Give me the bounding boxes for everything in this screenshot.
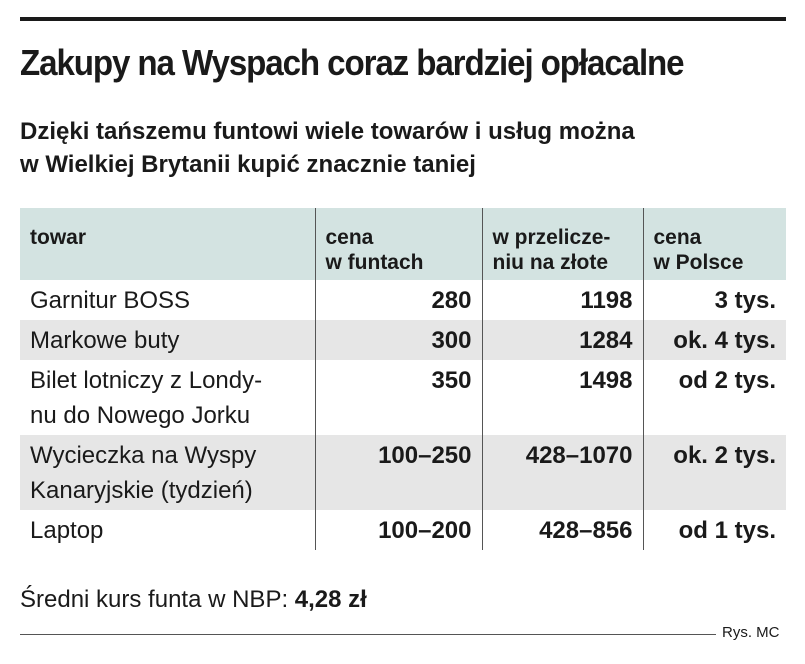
price-pln: 428–1070 <box>481 435 643 510</box>
price-poland: od 2 tys. <box>642 360 786 435</box>
item-line: Markowe buty <box>30 327 180 354</box>
price-gbp: 280 <box>314 280 482 320</box>
price-gbp: 100–250 <box>314 435 482 510</box>
item-line: nu do Nowego Jorku <box>30 402 251 429</box>
top-rule <box>20 17 786 21</box>
header-line: towar <box>30 226 87 249</box>
item-line: Garnitur BOSS <box>30 287 191 314</box>
price-pln: 428–856 <box>481 510 643 550</box>
subtitle-line: w Wielkiej Brytanii kupić znacznie tanie… <box>20 151 476 178</box>
item-line: Wycieczka na Wyspy <box>30 442 257 469</box>
item-name: Wycieczka na Wyspy Kanaryjskie (tydzień) <box>20 435 315 510</box>
bottom-rule <box>20 634 716 635</box>
item-name: Garnitur BOSS <box>20 280 315 320</box>
header-gbp: cena w funtach <box>314 208 482 280</box>
table-row: Bilet lotniczy z Londy- nu do Nowego Jor… <box>20 360 786 435</box>
table-row: Wycieczka na Wyspy Kanaryjskie (tydzień)… <box>20 435 786 510</box>
price-poland: 3 tys. <box>642 280 786 320</box>
price-pln: 1498 <box>481 360 643 435</box>
table-row: Laptop 100–200 428–856 od 1 tys. <box>20 510 786 550</box>
header-poland: cena w Polsce <box>642 208 786 280</box>
note-value: 4,28 zł <box>294 586 367 613</box>
header-towar: towar <box>20 208 315 280</box>
item-line: Kanaryjskie (tydzień) <box>30 477 253 504</box>
header-line: w przelicze- <box>492 226 611 249</box>
header-line: cena <box>325 226 374 249</box>
item-name: Laptop <box>20 510 315 550</box>
price-gbp: 350 <box>314 360 482 435</box>
price-poland: ok. 4 tys. <box>642 320 786 360</box>
table-header-row: towar cena w funtach w przelicze- niu na… <box>20 208 786 280</box>
item-line: Laptop <box>30 517 104 544</box>
header-line: w Polsce <box>653 251 744 274</box>
chart-title: Zakupy na Wyspach coraz bardziej opłacal… <box>20 42 685 83</box>
price-table: towar cena w funtach w przelicze- niu na… <box>20 208 786 550</box>
price-poland: ok. 2 tys. <box>642 435 786 510</box>
header-pln: w przelicze- niu na złote <box>481 208 643 280</box>
price-poland: od 1 tys. <box>642 510 786 550</box>
header-line: cena <box>653 226 702 249</box>
note-label: Średni kurs funta w NBP: <box>20 586 295 613</box>
price-gbp: 100–200 <box>314 510 482 550</box>
chart-subtitle: Dzięki tańszemu funtowi wiele towarów i … <box>20 115 790 181</box>
item-name: Bilet lotniczy z Londy- nu do Nowego Jor… <box>20 360 315 435</box>
price-pln: 1198 <box>481 280 643 320</box>
header-line: niu na złote <box>492 251 609 274</box>
table-row: Garnitur BOSS 280 1198 3 tys. <box>20 280 786 320</box>
price-gbp: 300 <box>314 320 482 360</box>
subtitle-line: Dzięki tańszemu funtowi wiele towarów i … <box>20 118 635 145</box>
table-row: Markowe buty 300 1284 ok. 4 tys. <box>20 320 786 360</box>
price-pln: 1284 <box>481 320 643 360</box>
item-name: Markowe buty <box>20 320 315 360</box>
credit: Rys. MC <box>722 624 780 641</box>
header-line: w funtach <box>325 251 424 274</box>
item-line: Bilet lotniczy z Londy- <box>30 367 263 394</box>
exchange-rate-note: Średni kurs funta w NBP: 4,28 zł <box>20 586 367 614</box>
